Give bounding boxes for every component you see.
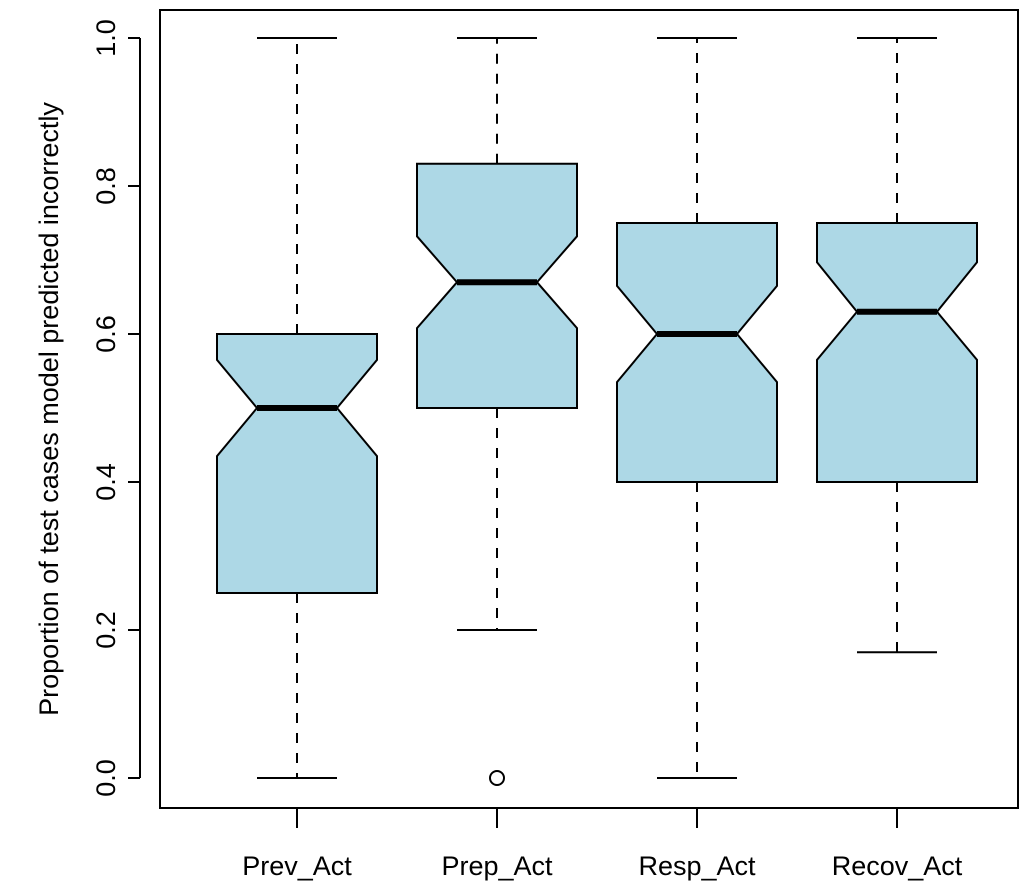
box-body [616,222,778,483]
y-axis-title: Proportion of test cases model predicted… [34,102,64,716]
x-tick-label: Recov_Act [832,851,963,881]
plot-frame [159,9,1019,809]
y-tick-label: 0.6 [91,315,121,353]
x-tick-label: Resp_Act [638,851,756,881]
box-body [216,333,378,594]
y-axis: 0.0 0.2 0.4 0.6 0.8 1.0 [91,19,141,797]
boxes-group [216,37,978,786]
x-tick-label: Prev_Act [242,851,352,881]
outlier-point [489,770,505,786]
box-body [416,162,578,409]
box-prep-act [416,37,578,786]
y-tick-label: 1.0 [91,19,121,57]
box-recov-act [816,37,978,654]
box-body [816,222,978,483]
box-prev-act [216,37,378,779]
box-resp-act [616,37,778,779]
y-tick-label: 0.0 [91,759,121,797]
y-tick-label: 0.4 [91,463,121,501]
x-axis: Prev_Act Prep_Act Resp_Act Recov_Act [242,808,963,881]
x-tick-label: Prep_Act [441,851,553,881]
y-tick-label: 0.8 [91,167,121,205]
y-tick-label: 0.2 [91,611,121,649]
